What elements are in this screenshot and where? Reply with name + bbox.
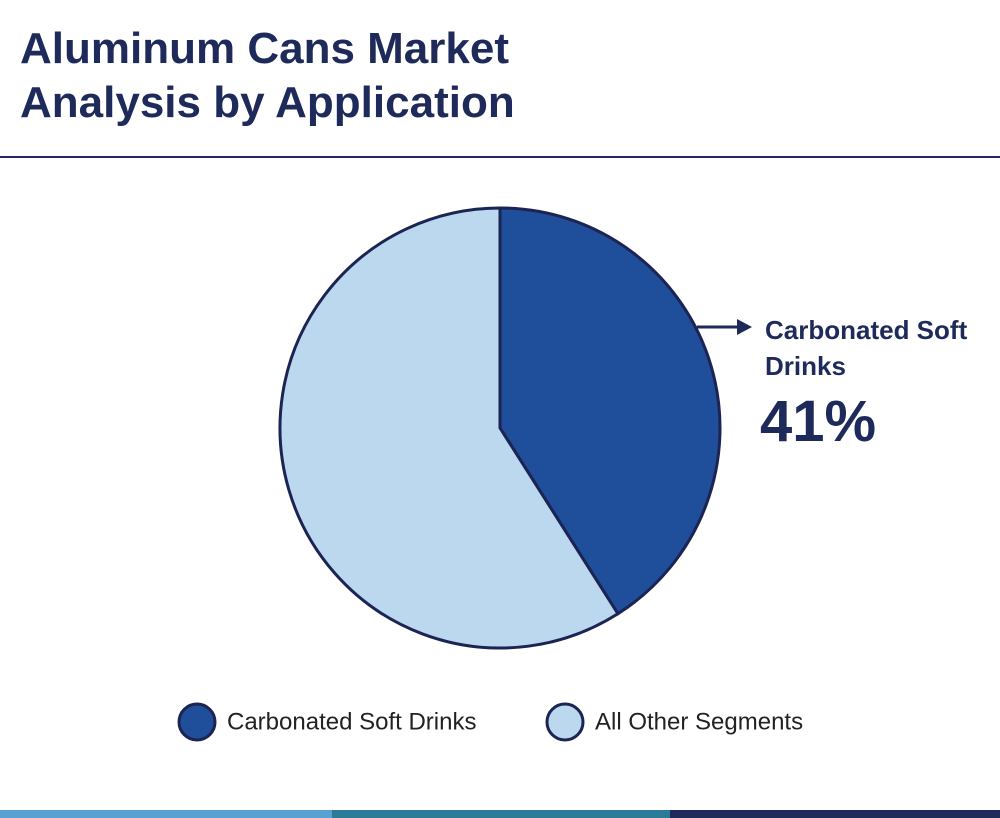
pie-slice [278, 206, 620, 650]
legend-swatch [177, 702, 217, 742]
legend-label: All Other Segments [595, 708, 803, 735]
title-rule [0, 156, 1000, 158]
footer-strip [0, 810, 332, 818]
legend-label: Carbonated Soft Drinks [227, 708, 476, 735]
legend-swatch [545, 702, 585, 742]
annotation-arrowhead [737, 319, 752, 335]
footer-strip [670, 810, 1000, 818]
chart-title: Aluminum Cans Market Analysis by Applica… [20, 24, 515, 127]
value-label: 41% [760, 389, 877, 454]
annotation-label: Carbonated Soft Drinks [765, 315, 968, 381]
footer-strip [332, 810, 670, 818]
